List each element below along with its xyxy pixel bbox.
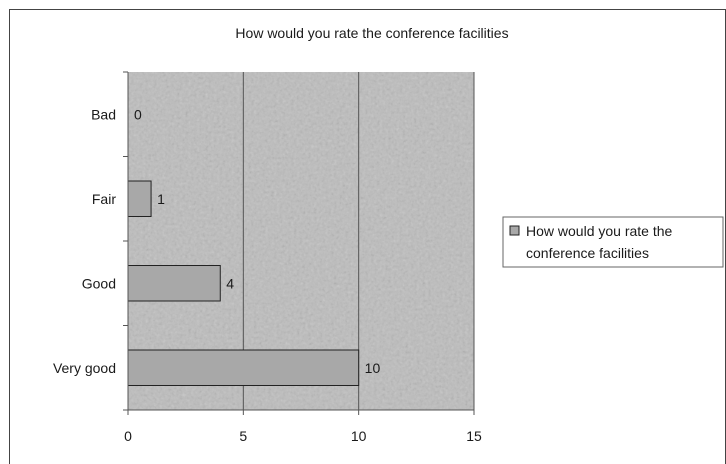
data-label-0: 0 [134, 106, 142, 122]
x-tick-label-1: 5 [239, 428, 247, 444]
x-axis-ticks [127, 410, 475, 415]
data-label-2: 4 [226, 275, 234, 291]
chart-title: How would you rate the conference facili… [235, 25, 508, 41]
category-label-1: Fair [92, 191, 116, 207]
data-labels: 0 1 4 10 [134, 106, 380, 376]
bars [127, 180, 360, 386]
category-label-3: Very good [53, 360, 116, 376]
category-labels: Bad Fair Good Very good [53, 106, 116, 376]
y-axis-ticks [123, 71, 128, 411]
data-label-1: 1 [157, 191, 165, 207]
legend-label-line-2: conference facilities [526, 245, 649, 261]
legend-label-line-1: How would you rate the [526, 223, 673, 239]
bar-good [127, 265, 221, 302]
x-tick-labels: 0 5 10 15 [124, 428, 482, 444]
legend-box [502, 216, 724, 268]
x-tick-label-0: 0 [124, 428, 132, 444]
bar-very-good [127, 349, 360, 386]
category-label-2: Good [82, 275, 116, 291]
data-label-3: 10 [365, 360, 381, 376]
legend: How would you rate the conference facili… [502, 216, 724, 268]
legend-swatch [509, 225, 520, 236]
x-tick-label-3: 15 [466, 428, 482, 444]
plot-area [127, 72, 475, 411]
x-tick-label-2: 10 [351, 428, 367, 444]
category-label-0: Bad [91, 106, 116, 122]
bar-fair [127, 180, 152, 217]
